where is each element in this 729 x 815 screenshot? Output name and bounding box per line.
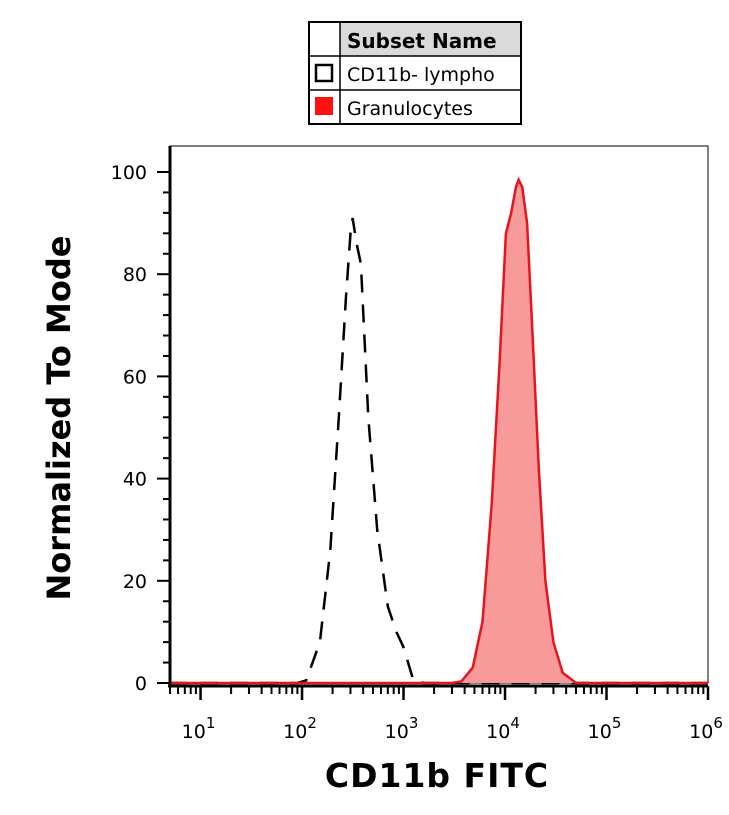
x-axis-ticks: 101 102 103 104 105 106 <box>169 686 723 743</box>
x-axis-title: CD11b FITC <box>325 756 549 795</box>
y-tick-label: 100 <box>111 162 147 184</box>
series-line-granulocytes <box>170 176 708 685</box>
x-tick-label: 103 <box>385 714 419 743</box>
x-tick-label: 106 <box>689 714 723 743</box>
y-tick-label: 20 <box>123 571 147 593</box>
x-tick-label: 104 <box>486 714 520 743</box>
x-tick-label: 102 <box>283 714 317 743</box>
y-tick-label: 80 <box>123 264 147 286</box>
y-axis-ticks: 0 20 40 60 80 100 <box>111 162 170 695</box>
legend-label-granulocytes: Granulocytes <box>347 98 473 120</box>
series-layer <box>170 176 708 685</box>
legend-header-background <box>340 23 520 56</box>
legend-swatch-lympho <box>314 63 334 83</box>
y-axis-title: Normalized To Mode <box>40 236 78 601</box>
x-tick-label: 101 <box>182 714 216 743</box>
y-tick-label: 40 <box>123 469 147 491</box>
series-line-cd11b-lympho <box>170 217 708 685</box>
legend-swatch-granulocytes <box>315 97 333 115</box>
series-fill-granulocytes <box>170 179 708 683</box>
y-tick-label: 0 <box>135 673 147 695</box>
legend-header: Subset Name <box>347 29 497 53</box>
y-tick-label: 60 <box>123 366 147 388</box>
x-tick-label: 105 <box>588 714 622 743</box>
legend-label-lympho: CD11b- lympho <box>347 64 495 86</box>
plot-frame <box>169 145 709 684</box>
legend: Subset Name CD11b- lympho Granulocytes <box>308 21 522 125</box>
